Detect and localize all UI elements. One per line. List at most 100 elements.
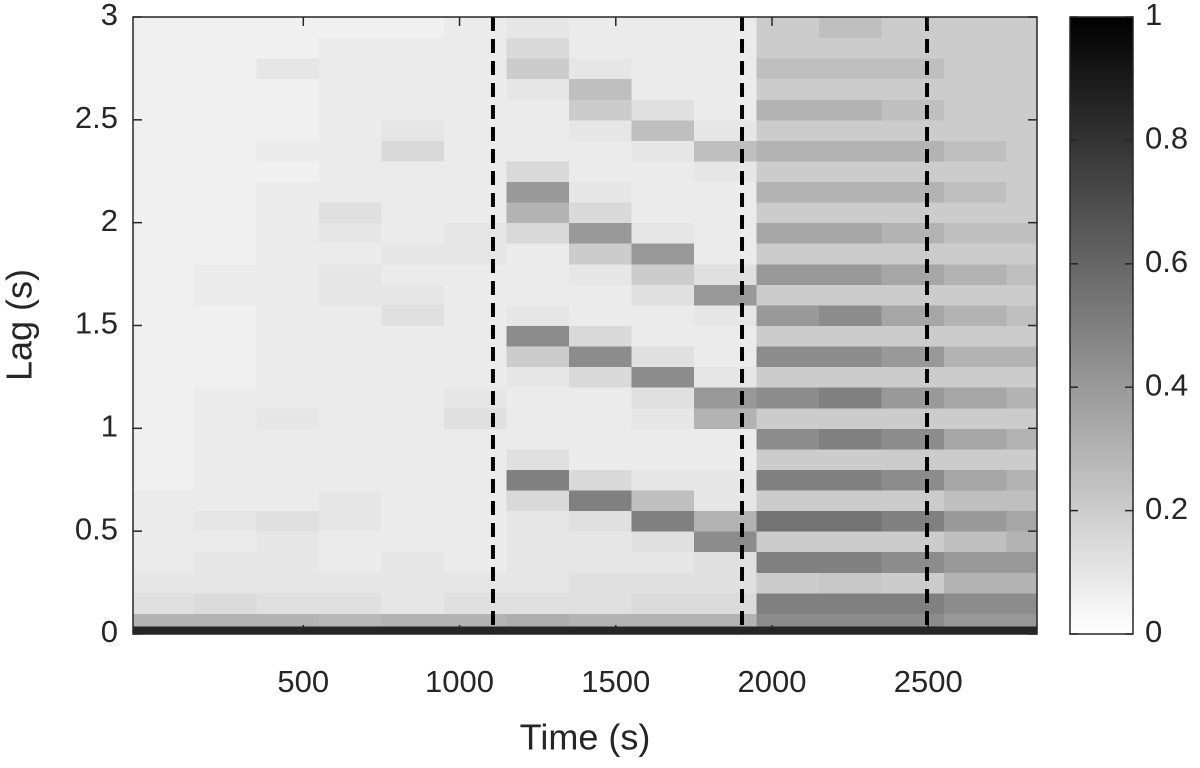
heatmap-cell [443, 428, 507, 450]
heatmap-cell [631, 490, 695, 512]
heatmap-cell [693, 181, 757, 203]
heatmap-cell [193, 366, 257, 388]
heatmap-cell [943, 304, 1007, 326]
heatmap-cell [568, 366, 632, 388]
heatmap-cell [506, 510, 570, 532]
heatmap-cell [133, 160, 195, 183]
heatmap-cell [381, 592, 445, 614]
heatmap-cell [318, 284, 382, 306]
heatmap-cell [818, 202, 882, 224]
heatmap-cell [693, 428, 757, 450]
heatmap-cell [818, 551, 882, 573]
heatmap-cell [133, 572, 195, 594]
heatmap-cell [256, 99, 320, 121]
heatmap-cell [256, 140, 320, 162]
heatmap-cell [133, 448, 195, 470]
heatmap-cell [693, 222, 757, 244]
heatmap-cell [631, 510, 695, 532]
heatmap-cell [568, 551, 632, 573]
heatmap-cell [256, 448, 320, 470]
heatmap-cell [133, 243, 195, 265]
heatmap-cell [506, 613, 570, 627]
heatmap-cell [1006, 625, 1037, 634]
heatmap-cell [631, 17, 695, 39]
heatmap-cell [756, 531, 820, 553]
heatmap-cell [381, 572, 445, 594]
heatmap-cell [943, 222, 1007, 244]
heatmap-cell [381, 448, 445, 470]
heatmap-cell [943, 284, 1007, 306]
heatmap-cell [381, 469, 445, 491]
heatmap-cell [256, 613, 320, 627]
heatmap-cell [943, 263, 1007, 285]
heatmap-cell [693, 325, 757, 347]
y-tick-label: 0 [101, 614, 118, 649]
heatmap-cell [943, 531, 1007, 553]
heatmap-cell [568, 263, 632, 285]
heatmap-cell [881, 140, 945, 162]
heatmap-cell [943, 387, 1007, 409]
heatmap-cell [1006, 325, 1037, 347]
heatmap-cell [318, 243, 382, 265]
heatmap-cell [881, 625, 945, 634]
heatmap-cell [568, 160, 632, 183]
heatmap-cell [193, 160, 257, 183]
heatmap-cell [631, 346, 695, 368]
heatmap-cell [506, 284, 570, 306]
heatmap-cell [818, 625, 882, 634]
heatmap-cell [381, 78, 445, 100]
heatmap-cell [1006, 222, 1037, 244]
heatmap-cell [881, 613, 945, 627]
heatmap-cell [631, 625, 695, 634]
heatmap-cell [818, 160, 882, 183]
heatmap-cell [568, 625, 632, 634]
heatmap-cell [318, 346, 382, 368]
heatmap-cell [318, 490, 382, 512]
heatmap-cell [318, 140, 382, 162]
heatmap-cell [381, 202, 445, 224]
colorbar-tick-label: 0.4 [1145, 367, 1188, 402]
heatmap-cell [133, 17, 195, 39]
heatmap-cell [881, 366, 945, 388]
heatmap-cell [1006, 140, 1037, 162]
heatmap-cell [693, 613, 757, 627]
heatmap-cell [318, 531, 382, 553]
heatmap-cell [256, 490, 320, 512]
heatmap-cell [443, 284, 507, 306]
heatmap-cell [693, 490, 757, 512]
heatmap-cell [818, 428, 882, 450]
heatmap-cell [818, 346, 882, 368]
heatmap-cell [133, 37, 195, 59]
heatmap-cell [568, 78, 632, 100]
heatmap-cell [693, 304, 757, 326]
x-tick-label: 1500 [581, 664, 650, 699]
heatmap-cell [193, 99, 257, 121]
heatmap-cell [506, 304, 570, 326]
heatmap-cell [693, 140, 757, 162]
heatmap-cell [256, 304, 320, 326]
heatmap-cell [631, 304, 695, 326]
heatmap-cell [818, 448, 882, 470]
heatmap-cell [133, 222, 195, 244]
heatmap-cell [318, 99, 382, 121]
heatmap-cell [193, 263, 257, 285]
heatmap-cell [133, 531, 195, 553]
heatmap-cell [693, 37, 757, 59]
heatmap-cell [631, 58, 695, 80]
heatmap-cell [133, 78, 195, 100]
heatmap-cell [1006, 551, 1037, 573]
heatmap-cell [631, 531, 695, 553]
heatmap-cell [1006, 572, 1037, 594]
heatmap-cell [318, 551, 382, 573]
heatmap-cell [256, 243, 320, 265]
heatmap-cell [693, 407, 757, 429]
heatmap-cell [881, 160, 945, 183]
heatmap-cell [881, 181, 945, 203]
heatmap-cell [693, 243, 757, 265]
heatmap-cell [631, 78, 695, 100]
heatmap-cell [631, 243, 695, 265]
heatmap-cell [756, 592, 820, 614]
heatmap-cell [443, 37, 507, 59]
heatmap-cell [631, 448, 695, 470]
heatmap-cell [256, 510, 320, 532]
